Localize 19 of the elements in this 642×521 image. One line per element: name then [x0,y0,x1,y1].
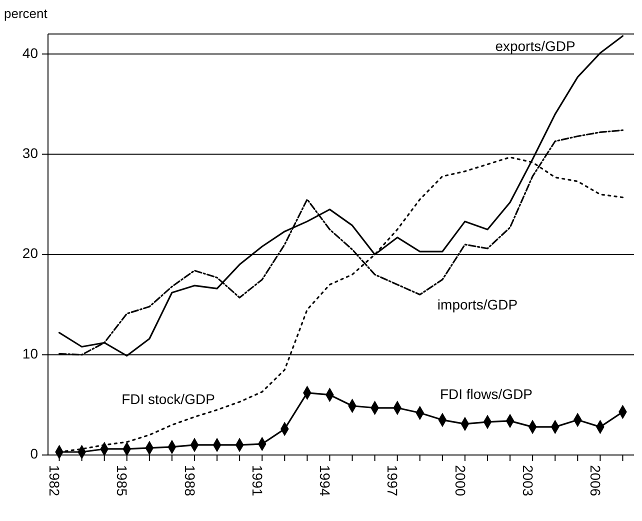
y-axis-title: percent [4,6,48,21]
y-tick-label: 30 [22,144,38,161]
x-tick-label: 2006 [587,465,604,496]
y-tick-label: 40 [22,44,38,61]
y-tick-label: 0 [30,446,38,462]
series-label: exports/GDP [495,38,576,54]
x-tick-label: 2000 [452,465,468,496]
y-tick-label: 20 [22,245,38,262]
series-label: FDI flows/GDP [440,386,533,402]
series-label: imports/GDP [437,296,518,313]
x-tick-label: 1988 [182,465,198,496]
x-tick-label: 1991 [249,465,266,496]
x-tick-label: 1982 [46,465,63,496]
x-tick-label: 1985 [114,465,130,496]
series-label: FDI stock/GDP [122,390,215,407]
x-tick-label: 2003 [520,465,536,496]
y-tick-label: 10 [22,345,38,362]
x-tick-label: 1997 [384,465,401,496]
x-tick-label: 1994 [317,465,334,496]
